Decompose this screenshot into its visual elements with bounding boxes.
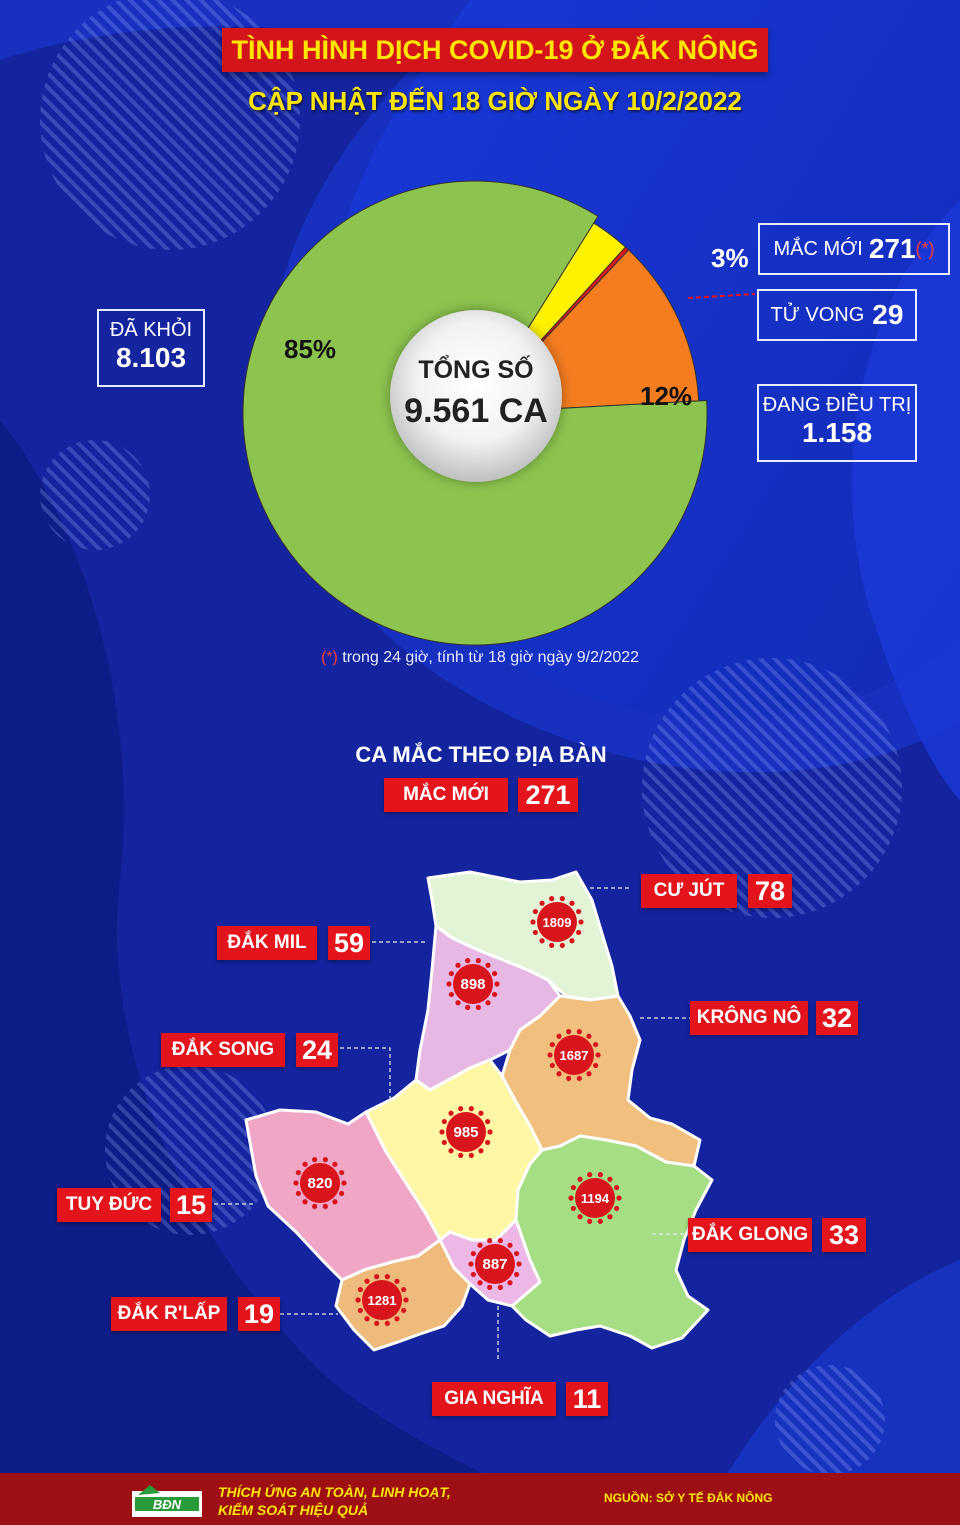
deaths-label: TỬ VONG: [770, 303, 865, 326]
footnote-text: trong 24 giờ, tính từ 18 giờ ngày 9/2/20…: [337, 649, 640, 666]
district-total: 1809: [543, 915, 572, 930]
treating-percent: 12%: [640, 381, 693, 411]
footer: BĐN THÍCH ỨNG AN TOÀN, LINH HOẠT, KIỂM S…: [0, 1473, 960, 1525]
province-map: 1809 898 1687 985 820 1194 1281 887: [214, 870, 714, 1360]
district-name: CƯ JÚT: [641, 874, 737, 908]
new-cases-value: 271: [868, 233, 916, 264]
total-label: TỔNG SỐ: [418, 356, 534, 384]
districts-title: CA MẮC THEO ĐỊA BÀN: [355, 742, 607, 767]
district-name: ĐẮK MIL: [217, 926, 317, 960]
new-cases-box: MẮC MỚI 271 (*): [758, 223, 950, 275]
virus-marker: 820: [293, 1157, 347, 1209]
connector-lines: [687, 293, 756, 299]
total-new-value: 271: [518, 778, 578, 812]
new-cases-marker: (*): [915, 238, 935, 259]
district-new-cases: 19: [238, 1297, 280, 1331]
region-dak-rlap: [334, 1238, 472, 1352]
total-new-label: MẮC MỚI: [384, 778, 508, 812]
treating-value: 1.158: [801, 417, 873, 448]
district-new-cases: 33: [822, 1218, 866, 1252]
district-new-cases: 11: [566, 1382, 608, 1416]
district-name: GIA NGHĨA: [432, 1382, 556, 1416]
district-total: 1194: [581, 1191, 610, 1206]
district-new-cases: 32: [816, 1001, 858, 1035]
district-name: ĐẮK R'LẤP: [111, 1297, 227, 1331]
total-value: 9.561 CA: [404, 392, 548, 430]
treating-label: ĐANG ĐIỀU TRỊ: [762, 394, 912, 416]
deaths-connector: [687, 293, 756, 299]
new-percent: 3%: [711, 243, 749, 273]
slogan-line1: THÍCH ỨNG AN TOÀN, LINH HOẠT,: [218, 1484, 451, 1500]
footnote: (*) trong 24 giờ, tính từ 18 giờ ngày 9/…: [0, 649, 960, 667]
recovered-value: 8.103: [115, 342, 187, 373]
region-dak-glong: [510, 1134, 714, 1350]
district-name: KRÔNG NÔ: [690, 1001, 808, 1035]
district-total: 820: [307, 1175, 332, 1192]
district-new-cases: 78: [748, 874, 792, 908]
treating-box: ĐANG ĐIỀU TRỊ 1.158: [757, 384, 917, 462]
virus-marker: 898: [446, 958, 500, 1010]
total-circle: TỔNG SỐ 9.561 CA: [390, 310, 562, 482]
logo-text: BĐN: [153, 1497, 182, 1512]
virus-marker: 1281: [355, 1274, 409, 1326]
slogan-line2: KIỂM SOÁT HIỆU QUẢ: [218, 1502, 369, 1518]
virus-marker: 985: [439, 1106, 493, 1158]
district-new-cases: 59: [328, 926, 370, 960]
virus-marker: 1809: [530, 896, 584, 948]
virus-marker: 1194: [568, 1172, 622, 1224]
district-total: 898: [460, 976, 485, 993]
district-total: 1281: [368, 1293, 397, 1308]
district-leaders: [214, 887, 692, 1360]
source: NGUỒN: SỞ Y TẾ ĐẮK NÔNG: [604, 1491, 773, 1505]
virus-marker: 887: [468, 1238, 522, 1290]
district-new-cases: 15: [170, 1188, 212, 1222]
virus-marker: 1687: [547, 1029, 601, 1081]
district-name: ĐẮK GLONG: [688, 1218, 812, 1252]
footnote-star: (*): [320, 649, 338, 666]
deaths-box: TỬ VONG 29: [757, 289, 917, 341]
slogan: THÍCH ỨNG AN TOÀN, LINH HOẠT, KIỂM SOÁT …: [218, 1483, 451, 1519]
recovered-box: ĐÃ KHỎI 8.103: [97, 309, 205, 387]
district-name: ĐẮK SONG: [161, 1033, 285, 1067]
title-banner: TÌNH HÌNH DỊCH COVID-19 Ở ĐẮK NÔNG: [222, 28, 768, 72]
recovered-label: ĐÃ KHỎI: [109, 319, 193, 341]
district-total: 1687: [560, 1048, 589, 1063]
district-total: 887: [482, 1256, 507, 1273]
district-new-cases: 24: [296, 1033, 338, 1067]
recovered-percent: 85%: [284, 334, 337, 364]
deaths-value: 29: [872, 299, 904, 330]
district-total: 985: [453, 1124, 478, 1141]
subtitle: CẬP NHẬT ĐẾN 18 GIỜ NGÀY 10/2/2022: [248, 86, 742, 116]
bdn-logo: BĐN: [132, 1485, 202, 1517]
district-name: TUY ĐỨC: [57, 1188, 161, 1222]
new-cases-label: MẮC MỚI: [773, 237, 863, 260]
